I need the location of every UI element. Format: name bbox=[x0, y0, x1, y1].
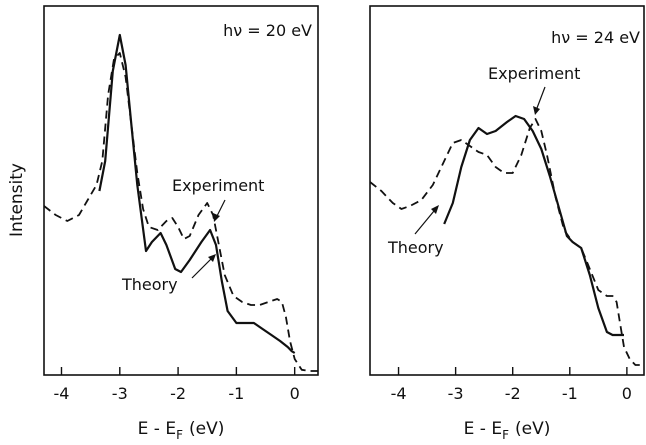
x-tick-label-3: -1 bbox=[228, 384, 244, 403]
photon-energy-annotation-left: hν = 20 eV bbox=[223, 21, 312, 40]
x-tick-label-2: -2 bbox=[505, 384, 521, 403]
chart-panel-right: -4 -3 -2 -1 0 hν = 24 eV Experiment Theory E… bbox=[369, 5, 645, 442]
legend-label-theory-right: Theory bbox=[387, 238, 444, 257]
x-ticks-right bbox=[397, 367, 628, 375]
series-theory-line-left bbox=[98, 33, 296, 354]
x-tick-label-3: -1 bbox=[562, 384, 578, 403]
x-axis-label-right: E - EF (eV) bbox=[464, 419, 551, 442]
plot-frame-right bbox=[369, 5, 645, 376]
x-tick-label-4: 0 bbox=[290, 384, 300, 403]
x-tick-labels-right: -4 -3 -2 -1 0 bbox=[391, 384, 632, 403]
plot-frame-left bbox=[43, 5, 319, 376]
x-tick-labels-left: -4 -3 -2 -1 0 bbox=[54, 384, 300, 403]
legend-label-theory-left: Theory bbox=[121, 275, 178, 294]
series-experiment-line-left bbox=[43, 52, 318, 372]
photon-energy-annotation-right: hν = 24 eV bbox=[551, 28, 640, 47]
arrow-theory-left bbox=[191, 254, 216, 279]
x-tick-label-2: -2 bbox=[170, 384, 186, 403]
arrow-theory-right bbox=[414, 205, 439, 235]
series-theory-line-right bbox=[443, 114, 624, 337]
x-tick-label-4: 0 bbox=[622, 384, 632, 403]
x-tick-label-1: -3 bbox=[112, 384, 128, 403]
legend-label-experiment-right: Experiment bbox=[488, 64, 580, 83]
y-axis-label: Intensity bbox=[7, 163, 27, 237]
chart-panel-left: -4 -3 -2 -1 0 hν = 20 eV Experiment Theory E… bbox=[43, 5, 319, 442]
x-tick-label-0: -4 bbox=[54, 384, 70, 403]
arrow-experiment-left bbox=[213, 199, 226, 222]
legend-label-experiment-left: Experiment bbox=[172, 176, 264, 195]
arrow-experiment-right bbox=[533, 86, 546, 115]
x-tick-label-1: -3 bbox=[448, 384, 464, 403]
x-tick-label-0: -4 bbox=[391, 384, 407, 403]
x-ticks-left bbox=[60, 367, 296, 375]
x-axis-label-left: E - EF (eV) bbox=[138, 419, 225, 442]
